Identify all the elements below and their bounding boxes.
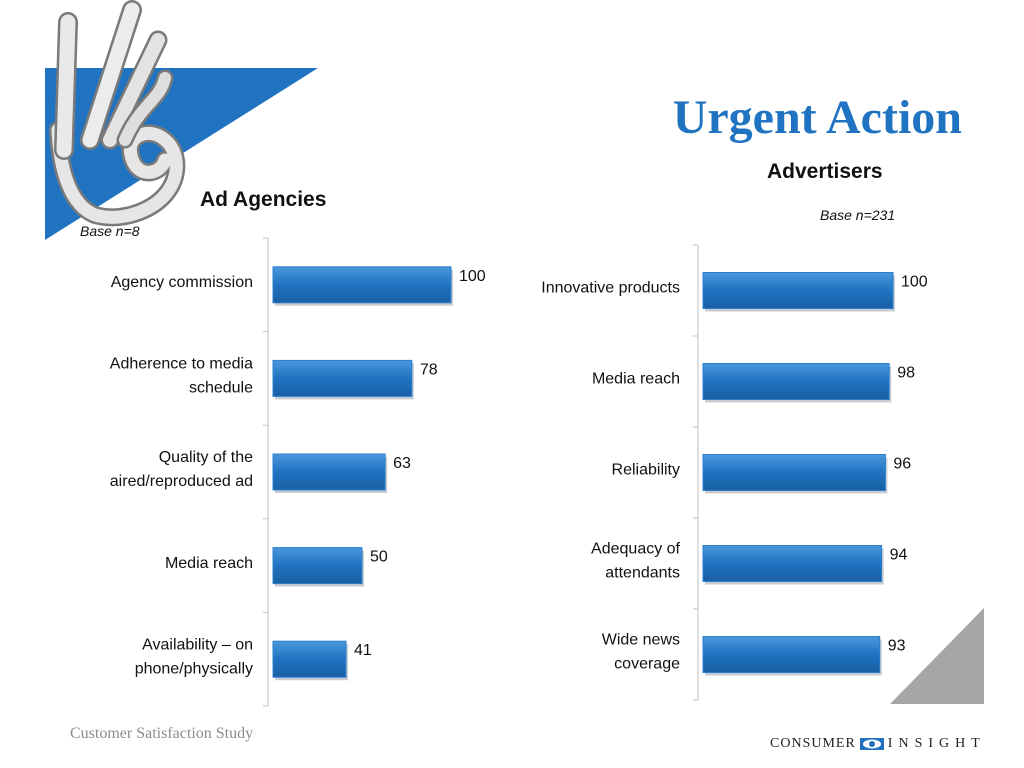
advertisers-category-label: Adequacy of — [591, 541, 681, 558]
footer-study-name: Customer Satisfaction Study — [70, 725, 254, 742]
advertisers-category-label: Reliability — [612, 462, 680, 479]
advertisers-category-label: attendants — [605, 565, 680, 582]
agencies-category-label: schedule — [189, 380, 253, 397]
base-note-ad-agencies: Base n=8 — [80, 223, 140, 239]
advertisers-category-label: Media reach — [592, 371, 680, 388]
agencies-category-label: Agency commission — [111, 274, 253, 291]
advertisers-bar — [702, 272, 894, 309]
agencies-bar — [272, 453, 386, 491]
advertisers-category-label: Innovative products — [541, 280, 680, 297]
header-decoration — [45, 0, 318, 240]
slide-title: Urgent Action — [672, 91, 962, 144]
agencies-bar — [272, 640, 347, 678]
agencies-category-label: Media reach — [165, 555, 253, 572]
agencies-bar — [272, 359, 413, 397]
advertisers-data-label: 94 — [890, 547, 908, 564]
advertisers-data-label: 96 — [893, 456, 911, 473]
agencies-bar — [272, 547, 363, 585]
hand-icon — [49, 0, 186, 227]
brand-logo: CONSUMER INSIGHT — [770, 735, 986, 753]
eye-icon — [859, 738, 884, 750]
advertisers-bar — [702, 454, 886, 491]
advertisers-bar — [702, 636, 881, 673]
advertisers-bar — [702, 545, 883, 582]
advertisers-data-label: 98 — [897, 365, 915, 382]
chart-title-ad-agencies: Ad Agencies — [200, 188, 327, 211]
agencies-data-label: 78 — [420, 361, 438, 378]
advertisers-bar — [702, 363, 890, 400]
agencies-category-label: Quality of the — [159, 449, 253, 466]
brand-word-insight: INSIGHT — [887, 736, 986, 751]
agencies-category-label: phone/physically — [135, 660, 253, 677]
agencies-category-label: Adherence to media — [110, 356, 253, 373]
base-note-advertisers: Base n=231 — [820, 207, 896, 223]
advertisers-category-label: coverage — [614, 656, 680, 673]
agencies-data-label: 41 — [354, 642, 372, 659]
agencies-category-label: Availability – on — [142, 636, 253, 653]
advertisers-data-label: 100 — [901, 274, 928, 291]
agencies-data-label: 50 — [370, 549, 388, 566]
chart-title-advertisers: Advertisers — [767, 160, 883, 183]
advertisers-data-label: 93 — [888, 638, 906, 655]
agencies-bar — [272, 266, 452, 304]
brand-word-consumer: CONSUMER — [770, 736, 856, 751]
agencies-data-label: 63 — [393, 455, 411, 472]
agencies-data-label: 100 — [459, 268, 486, 285]
agencies-category-label: aired/reproduced ad — [110, 473, 253, 490]
advertisers-category-label: Wide news — [602, 632, 680, 649]
